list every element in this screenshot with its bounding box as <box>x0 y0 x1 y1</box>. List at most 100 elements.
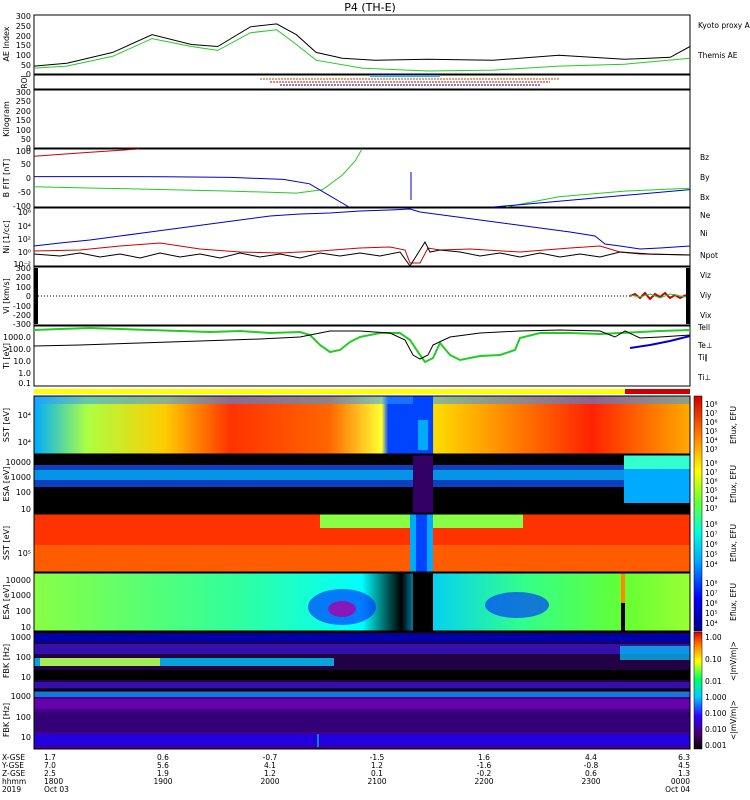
cbar-sst-ion-label: Eflux, EFU <box>729 406 738 444</box>
cbar-sst-elec-2: 10⁶ <box>705 540 718 549</box>
fbk-e-row-3b <box>40 658 160 666</box>
fbk-e-ylabel: FBK [Hz] <box>2 644 11 678</box>
cbar-sst-ion-3: 10⁵ <box>705 427 718 436</box>
footer-value: -1.5 <box>370 753 385 762</box>
footer-label-xgse: X-GSE <box>2 753 25 762</box>
density-tick-1e2: 10² <box>18 235 31 244</box>
footer-value: -1.6 <box>477 761 492 770</box>
colorbar-fbk-gradient <box>693 631 703 750</box>
sst-ion-gap-core <box>418 420 428 450</box>
footer-value: 4.4 <box>585 753 597 762</box>
density-tick-1e6: 10⁶ <box>18 208 31 217</box>
temperature-ylabel: Ti [eV] <box>2 343 11 370</box>
kp-panel: 300 250 200 150 100 50 0 Kilogram <box>2 88 691 153</box>
kp-tick-300: 300 <box>16 88 31 97</box>
fbk-b-row-2 <box>34 712 690 732</box>
velocity-legend-viy: Viy <box>700 291 712 300</box>
bfield-tick-m100: -100 <box>13 202 31 211</box>
fbk-e-row-3 <box>34 658 334 666</box>
colorbar-sst-elec-ticks: 10⁸ 10⁷ 10⁶ 10⁵ 10⁴ Eflux, EFU <box>705 520 738 569</box>
cbar-sst-elec-label: Eflux, EFU <box>729 524 738 562</box>
temp-tick-100: 100.0 <box>8 345 31 354</box>
fbk-b-ylabel: FBK [Hz] <box>2 703 11 737</box>
esa-ion-tick-100: 100 <box>16 488 31 497</box>
bfield-tick-100: 100 <box>16 147 31 156</box>
kp-tick-50: 50 <box>21 135 31 144</box>
cbar-fbk-e-label: <|mV/m|> <box>729 641 738 681</box>
esa-ion-late-top <box>624 455 690 469</box>
esa-ion-panel: 10000 1000 100 10 ESA [eV] <box>2 454 691 514</box>
kp-tick-0: 0 <box>26 144 31 153</box>
cbar-esa-ion-5: 10³ <box>705 504 718 513</box>
colorbar-esa-elec-ticks: 10⁸ 10⁷ 10⁶ 10⁵ 10⁴ Eflux, EFU <box>705 579 738 628</box>
esa-ion-tick-10: 10 <box>21 505 31 514</box>
footer-value: -0.2 <box>477 769 492 778</box>
sst-ion-axes <box>33 395 691 455</box>
temperature-legend-teperp: Te⊥ <box>697 341 712 350</box>
bfield-panel: 100 50 0 -50 -100 B FIT [nT] Bz By Bx <box>2 147 710 211</box>
ae-ticks: 300 250 200 150 100 50 0 <box>16 12 31 79</box>
bfield-legend-bz: Bz <box>700 153 709 162</box>
ae-tick-150: 150 <box>16 41 31 50</box>
cbar-esa-ion-1: 10⁷ <box>705 468 718 477</box>
sst-elec-ylabel: SST [eV] <box>2 526 11 560</box>
bfield-tick-m50: -50 <box>18 188 31 197</box>
density-legend-ne: Ne <box>700 211 711 220</box>
density-axes <box>33 207 691 267</box>
bfield-tick-0: 0 <box>26 174 31 183</box>
temperature-legend-tipar: Ti∥ <box>697 353 708 362</box>
footer-value: 1.6 <box>478 753 490 762</box>
footer-value: Oct 03 <box>44 785 69 794</box>
by-line <box>33 148 363 194</box>
fbk-e-tick-10: 10 <box>21 673 31 682</box>
temp-tick-1000: 1000.0 <box>3 333 31 342</box>
ae-tick-50: 50 <box>21 61 31 70</box>
colorbar-fbk-b-ticks: 1.000 0.100 0.010 0.001 <|mV/m|> <box>705 693 738 750</box>
sst-elec-green-1 <box>320 514 415 528</box>
fbk-e-tick-100: 100 <box>16 653 31 662</box>
kp-ticks: 300 250 200 150 100 50 0 <box>16 88 31 153</box>
vel-tick-100: 100 <box>16 283 31 292</box>
sst-ion-topband <box>34 396 690 404</box>
esa-elec-panel: 10000 1000 100 10 ESA [eV] <box>2 572 691 632</box>
roi-panel: ROI <box>20 74 691 90</box>
plot-title: P4 (TH-E) <box>344 1 396 14</box>
esa-elec-ylabel: ESA [eV] <box>2 585 11 620</box>
footer-value: 0.1 <box>371 769 383 778</box>
footer-value: 2.5 <box>44 769 56 778</box>
cbar-esa-ion-0: 10⁸ <box>705 459 718 468</box>
density-tick-1em2: 10⁻² <box>13 260 31 269</box>
velocity-legend-viz: Viz <box>700 271 711 280</box>
footer-value: 1.3 <box>678 769 690 778</box>
bfield-legend-by: By <box>700 173 710 182</box>
vel-tick-m300: -300 <box>13 320 31 329</box>
vel-tick-300: 300 <box>16 264 31 273</box>
fbk-e-row-4 <box>34 670 690 680</box>
footer-row-labels: X-GSE Y-GSE Z-GSE hhmm 2019 <box>1 753 26 794</box>
kp-tick-150: 150 <box>16 116 31 125</box>
footer-value: 4.5 <box>678 761 690 770</box>
vel-tick-m200: -200 <box>13 311 31 320</box>
velocity-left-edge-bar <box>34 268 38 324</box>
sst-elec-panel: 10⁵ SST [eV] <box>2 513 691 573</box>
fbk-b-row-3 <box>34 734 690 746</box>
velocity-right-edge-bar <box>686 268 690 324</box>
footer-label-zgse: Z-GSE <box>2 769 26 778</box>
cbar-sst-elec-4: 10⁴ <box>705 560 718 569</box>
cbar-sst-ion-5: 10³ <box>705 445 718 454</box>
esa-ion-band-cyan <box>34 470 624 480</box>
velocity-ylabel: Vi [km/s] <box>2 278 11 314</box>
density-ylabel: Ni [1/cc] <box>2 220 11 254</box>
footer-value: 2300 <box>581 777 600 786</box>
cbar-esa-ion-3: 10⁵ <box>705 486 718 495</box>
ae-tick-0: 0 <box>26 70 31 79</box>
footer-value: 0000 <box>671 777 690 786</box>
esa-ion-ylabel: ESA [eV] <box>2 467 11 502</box>
temperature-panel: 1000.0 100.0 10.0 1.0 0.1 Ti [eV] Tell T… <box>2 323 712 388</box>
cbar-esa-ion-2: 10⁶ <box>705 477 718 486</box>
bfield-tick-50: 50 <box>21 160 31 169</box>
esa-ion-tick-1000: 1000 <box>11 473 31 482</box>
fbk-b-tick-100: 100 <box>16 713 31 722</box>
bx-line-late <box>493 189 691 208</box>
ae-tick-250: 250 <box>16 22 31 31</box>
